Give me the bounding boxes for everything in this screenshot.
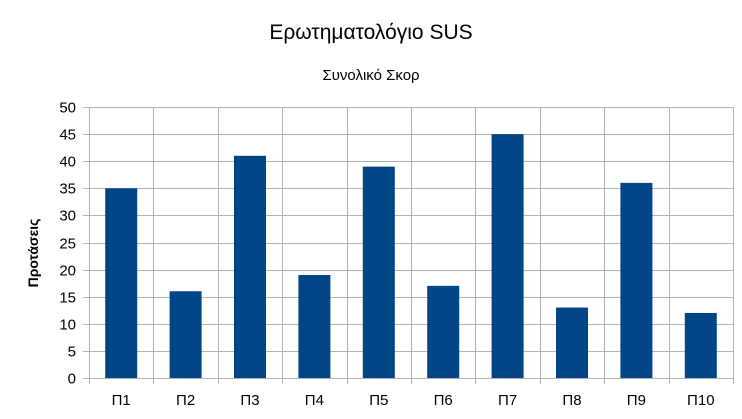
x-tick-label: Π1 [112, 392, 131, 409]
y-tick-label: 40 [59, 154, 76, 171]
y-tick-label: 45 [59, 127, 76, 144]
bar-Π10 [684, 312, 717, 378]
x-tick-label: Π4 [305, 392, 324, 409]
y-tick-label: 15 [59, 290, 76, 307]
bar-Π2 [169, 291, 202, 378]
chart-title: Ερωτηματολόγιο SUS [269, 21, 472, 44]
y-tick-label: 50 [59, 100, 76, 117]
bar-Π8 [556, 307, 588, 378]
y-tick-label: 5 [68, 344, 76, 361]
bar-Π4 [298, 275, 331, 378]
y-tick-label: 10 [59, 317, 76, 334]
y-tick-label: 30 [59, 208, 76, 225]
axes [83, 107, 733, 379]
bar-Π3 [234, 155, 266, 378]
y-axis-title: Προτάσεις [25, 219, 41, 288]
chart-subtitle: Συνολικό Σκορ [322, 67, 419, 84]
bars [105, 134, 717, 378]
y-tick-labels: 0 5 10 15 20 25 30 35 40 45 50 [59, 100, 76, 388]
bar-Π6 [427, 285, 460, 378]
bar-Π7 [491, 134, 524, 378]
bar-Π5 [362, 166, 395, 378]
x-tick-label: Π9 [627, 392, 646, 409]
x-tick-label: Π10 [687, 392, 715, 409]
x-tick-label: Π5 [369, 392, 388, 409]
x-tick-label: Π2 [176, 392, 195, 409]
y-tick-label: 0 [68, 371, 76, 388]
x-tick-label: Π3 [240, 392, 259, 409]
bar-Π1 [105, 188, 138, 378]
y-tick-label: 35 [59, 181, 76, 198]
x-tick-label: Π7 [498, 392, 517, 409]
y-tick-label: 20 [59, 263, 76, 280]
x-tick-label: Π8 [562, 392, 581, 409]
x-tick-labels: Π1 Π2 Π3 Π4 Π5 Π6 Π7 Π8 Π9 Π10 [112, 392, 715, 409]
gridlines [89, 107, 734, 384]
bar-Π9 [620, 182, 653, 378]
x-tick-label: Π6 [434, 392, 453, 409]
y-tick-label: 25 [59, 236, 76, 253]
